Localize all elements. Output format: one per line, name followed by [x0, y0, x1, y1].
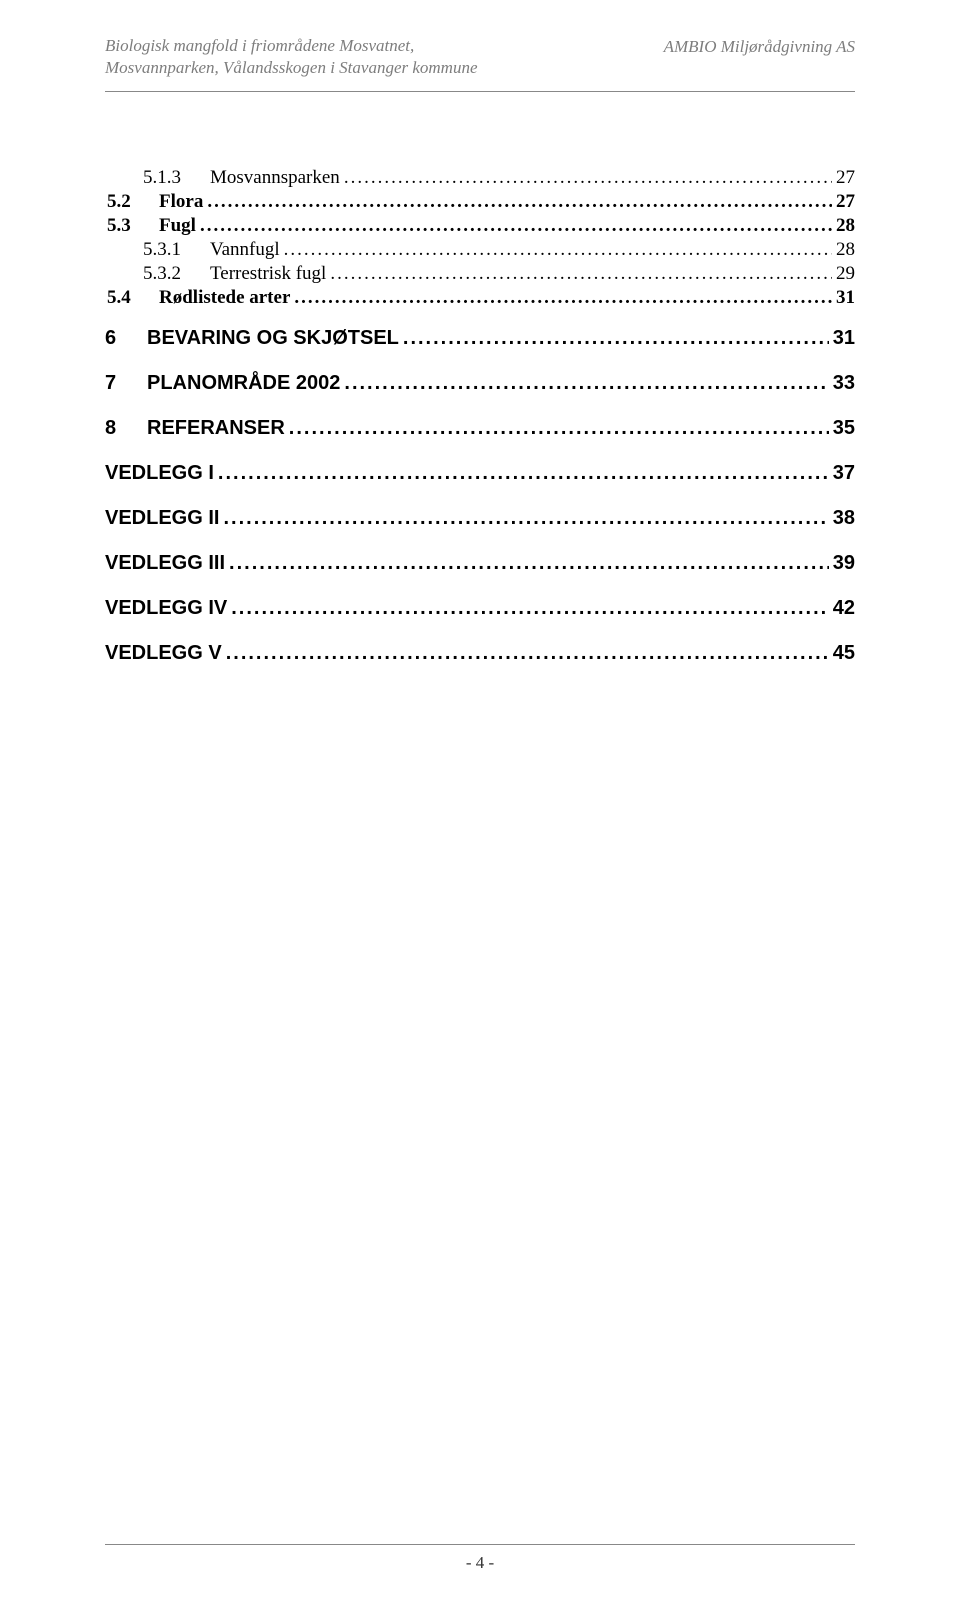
toc-chapter-group: 8 REFERANSER ...........................… — [105, 417, 855, 440]
toc-title: VEDLEGG IV — [105, 597, 227, 620]
toc-leader-dots: ........................................… — [285, 417, 829, 440]
toc-number: 7 — [105, 372, 147, 395]
toc-entry: 5.3 Fugl ...............................… — [105, 215, 855, 237]
toc-page-number: 35 — [829, 417, 855, 440]
toc-title: Rødlistede arter — [159, 287, 290, 309]
toc-leader-dots: ........................................… — [222, 642, 829, 665]
document-page: Biologisk mangfold i friområdene Mosvatn… — [0, 0, 960, 1613]
toc-title: Mosvannsparken — [210, 167, 340, 189]
toc-number: 5.3 — [105, 215, 159, 237]
page-number: - 4 - — [466, 1553, 494, 1572]
toc-page-number: 29 — [832, 263, 855, 285]
toc-chapter-group: 6 BEVARING OG SKJØTSEL .................… — [105, 327, 855, 350]
toc-title: PLANOMRÅDE 2002 — [147, 372, 340, 395]
toc-number: 5.2 — [105, 191, 159, 213]
toc-page-number: 27 — [832, 167, 855, 189]
header-right: AMBIO Miljørådgivning AS — [664, 35, 855, 57]
toc-title: Vannfugl — [210, 239, 280, 261]
toc-leader-dots: ........................................… — [203, 191, 832, 213]
toc-vedlegg-group: VEDLEGG V ..............................… — [105, 642, 855, 665]
toc-entry: 5.4 Rødlistede arter ...................… — [105, 287, 855, 309]
toc-vedlegg-group: VEDLEGG II .............................… — [105, 507, 855, 530]
toc-leader-dots: ........................................… — [290, 287, 832, 309]
toc-number: 5.4 — [105, 287, 159, 309]
toc-page-number: 37 — [829, 462, 855, 485]
toc-page-number: 33 — [829, 372, 855, 395]
toc-section-group: 5.1.3 Mosvannsparken ...................… — [105, 167, 855, 309]
toc-page-number: 31 — [832, 287, 855, 309]
toc-page-number: 28 — [832, 215, 855, 237]
toc-vedlegg-entry: VEDLEGG I ..............................… — [105, 462, 855, 485]
toc-entry: 5.1.3 Mosvannsparken ...................… — [105, 167, 855, 189]
toc-title: VEDLEGG II — [105, 507, 219, 530]
toc-vedlegg-group: VEDLEGG III ............................… — [105, 552, 855, 575]
toc-page-number: 28 — [832, 239, 855, 261]
header-left: Biologisk mangfold i friområdene Mosvatn… — [105, 35, 478, 79]
toc-chapter-entry: 8 REFERANSER ...........................… — [105, 417, 855, 440]
toc-page-number: 38 — [829, 507, 855, 530]
toc-number: 5.3.2 — [105, 263, 210, 285]
toc-title: Fugl — [159, 215, 196, 237]
toc-title: Flora — [159, 191, 203, 213]
toc-leader-dots: ........................................… — [214, 462, 829, 485]
toc-vedlegg-group: VEDLEGG I ..............................… — [105, 462, 855, 485]
toc-page-number: 45 — [829, 642, 855, 665]
toc-title: BEVARING OG SKJØTSEL — [147, 327, 399, 350]
toc-page-number: 42 — [829, 597, 855, 620]
toc-number: 8 — [105, 417, 147, 440]
toc-vedlegg-group: VEDLEGG IV .............................… — [105, 597, 855, 620]
toc-chapter-entry: 6 BEVARING OG SKJØTSEL .................… — [105, 327, 855, 350]
toc-vedlegg-entry: VEDLEGG V ..............................… — [105, 642, 855, 665]
toc-chapter-entry: 7 PLANOMRÅDE 2002 ......................… — [105, 372, 855, 395]
toc-number: 5.1.3 — [105, 167, 210, 189]
page-header: Biologisk mangfold i friområdene Mosvatn… — [105, 35, 855, 92]
toc-chapter-group: 7 PLANOMRÅDE 2002 ......................… — [105, 372, 855, 395]
toc-title: VEDLEGG III — [105, 552, 225, 575]
table-of-contents: 5.1.3 Mosvannsparken ...................… — [105, 167, 855, 665]
toc-leader-dots: ........................................… — [280, 239, 832, 261]
toc-leader-dots: ........................................… — [225, 552, 829, 575]
toc-leader-dots: ........................................… — [219, 507, 828, 530]
toc-title: VEDLEGG V — [105, 642, 222, 665]
toc-number: 6 — [105, 327, 147, 350]
toc-entry: 5.2 Flora ..............................… — [105, 191, 855, 213]
toc-leader-dots: ........................................… — [340, 372, 828, 395]
toc-leader-dots: ........................................… — [326, 263, 832, 285]
toc-leader-dots: ........................................… — [227, 597, 829, 620]
toc-vedlegg-entry: VEDLEGG III ............................… — [105, 552, 855, 575]
header-title-line1: Biologisk mangfold i friområdene Mosvatn… — [105, 35, 478, 57]
toc-page-number: 31 — [829, 327, 855, 350]
toc-entry: 5.3.2 Terrestrisk fugl .................… — [105, 263, 855, 285]
toc-page-number: 39 — [829, 552, 855, 575]
toc-leader-dots: ........................................… — [399, 327, 829, 350]
toc-title: Terrestrisk fugl — [210, 263, 326, 285]
toc-number: 5.3.1 — [105, 239, 210, 261]
page-footer: - 4 - — [105, 1544, 855, 1573]
header-title-line2: Mosvannparken, Vålandsskogen i Stavanger… — [105, 57, 478, 79]
toc-vedlegg-entry: VEDLEGG IV .............................… — [105, 597, 855, 620]
toc-title: REFERANSER — [147, 417, 285, 440]
toc-leader-dots: ........................................… — [340, 167, 832, 189]
toc-title: VEDLEGG I — [105, 462, 214, 485]
toc-entry: 5.3.1 Vannfugl .........................… — [105, 239, 855, 261]
toc-vedlegg-entry: VEDLEGG II .............................… — [105, 507, 855, 530]
toc-page-number: 27 — [832, 191, 855, 213]
toc-leader-dots: ........................................… — [196, 215, 832, 237]
